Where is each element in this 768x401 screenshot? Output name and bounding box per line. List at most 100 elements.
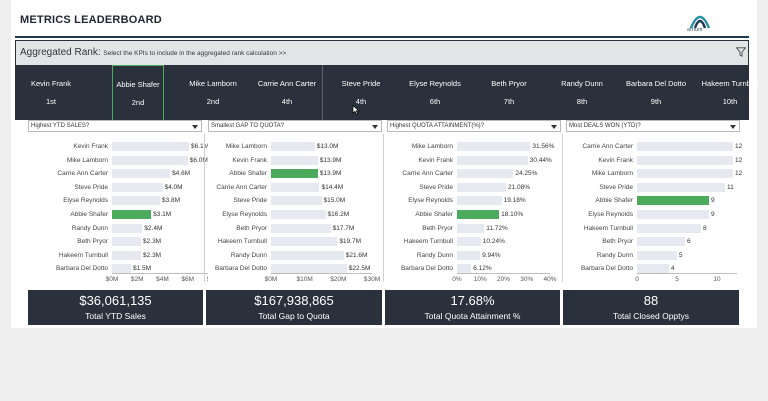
- bar-data-label: $2.3M: [143, 251, 162, 259]
- bar-data-label: 21.08%: [508, 183, 531, 191]
- rank-divider: [322, 65, 323, 121]
- bar[interactable]: [112, 264, 131, 274]
- bar-data-label: 9.94%: [482, 251, 501, 259]
- bar[interactable]: [637, 210, 709, 219]
- bar[interactable]: [271, 223, 331, 233]
- bar[interactable]: [112, 169, 171, 179]
- bar[interactable]: [637, 250, 677, 260]
- rank-item[interactable]: Carrie Ann Carter 4th: [253, 65, 321, 121]
- kpi-label: Total Closed Opptys: [612, 311, 690, 321]
- bar[interactable]: [112, 210, 152, 219]
- bar[interactable]: [637, 237, 685, 247]
- bar[interactable]: [271, 169, 318, 179]
- bar[interactable]: [271, 210, 326, 219]
- bar-category-label: Beth Pryor: [236, 224, 267, 232]
- bar[interactable]: [637, 264, 669, 274]
- bar[interactable]: [457, 182, 506, 192]
- aggregated-rank-title: Aggregated Rank: Select the KPIs to incl…: [20, 47, 286, 58]
- bar[interactable]: [112, 196, 160, 206]
- kpi-total-card: $36,061,135 Total YTD Sales: [28, 290, 203, 325]
- bar[interactable]: [457, 169, 514, 179]
- bar[interactable]: [637, 196, 709, 206]
- bar[interactable]: [637, 223, 701, 233]
- bar-data-label: 6.12%: [473, 265, 492, 273]
- x-axis: [637, 273, 737, 274]
- bar-data-label: $4.6M: [172, 170, 191, 178]
- dropdown-value: Most DEALS WON (YTD)?: [569, 123, 641, 129]
- rank-item[interactable]: Hakeem Turnbull 10th: [696, 65, 764, 121]
- bar[interactable]: [271, 250, 344, 260]
- rank-position: 1st: [45, 97, 56, 106]
- bar[interactable]: [457, 196, 502, 206]
- bar-category-label: Elyse Reynolds: [63, 197, 108, 205]
- kpi-value: 17.68%: [450, 293, 495, 308]
- bar-data-label: 10.24%: [482, 238, 505, 246]
- bar[interactable]: [457, 264, 472, 274]
- bar-data-label: $22.5M: [348, 265, 371, 273]
- rank-item[interactable]: Kevin Frank 1st: [17, 65, 85, 121]
- bar[interactable]: [112, 142, 189, 151]
- kpi-selector-dropdown[interactable]: Highest YTD SALES?: [28, 120, 202, 132]
- x-tick-label: 30%: [520, 276, 534, 283]
- bar[interactable]: [271, 264, 347, 274]
- bar-category-label: Steve Pride: [599, 183, 633, 191]
- rank-item[interactable]: Abbie Shafer 2nd: [112, 65, 164, 121]
- bar-category-label: Carrie Ann Carter: [216, 183, 267, 191]
- bar[interactable]: [457, 237, 481, 247]
- bar[interactable]: [457, 210, 500, 219]
- rank-item[interactable]: Mike Lamborn 2nd: [179, 65, 247, 121]
- bar-data-label: 12: [735, 156, 743, 164]
- bar[interactable]: [271, 155, 318, 165]
- bar[interactable]: [112, 223, 143, 233]
- rank-name: Abbie Shafer: [116, 80, 160, 89]
- rank-item[interactable]: Steve Pride 4th: [327, 65, 395, 121]
- bar[interactable]: [271, 237, 338, 247]
- bar-category-label: Beth Pryor: [602, 238, 633, 246]
- bar[interactable]: [112, 182, 163, 192]
- bar[interactable]: [112, 237, 142, 247]
- bar-data-label: 9: [711, 197, 715, 205]
- bar[interactable]: [271, 196, 322, 206]
- bar-data-label: 9: [711, 211, 715, 218]
- kpi-selector-dropdown[interactable]: Highest QUOTA ATTAINMENT(%)?: [387, 120, 561, 132]
- bar[interactable]: [112, 250, 142, 260]
- bar[interactable]: [457, 155, 528, 165]
- rank-name: Steve Pride: [341, 79, 381, 88]
- bar-data-label: 12: [735, 143, 743, 150]
- bar-category-label: Steve Pride: [233, 197, 267, 205]
- rank-item[interactable]: Barbara Del Dotto 9th: [622, 65, 690, 121]
- kpi-selector-dropdown[interactable]: Most DEALS WON (YTD)?: [566, 120, 740, 132]
- bar-category-label: Randy Dunn: [230, 251, 267, 259]
- rank-name: Randy Dunn: [561, 79, 603, 88]
- bar-data-label: $13.9M: [319, 156, 342, 164]
- bar[interactable]: [637, 182, 725, 192]
- bar-category-label: Randy Dunn: [71, 224, 108, 232]
- bar[interactable]: [271, 182, 320, 192]
- filter-icon[interactable]: [736, 47, 746, 57]
- bar[interactable]: [637, 169, 733, 179]
- logo-text: atrium: [687, 27, 703, 33]
- rank-item[interactable]: Randy Dunn 8th: [548, 65, 616, 121]
- bar[interactable]: [637, 142, 733, 151]
- bar-category-label: Mike Lamborn: [591, 170, 633, 178]
- bar-category-label: Carrie Ann Carter: [57, 170, 108, 178]
- rank-name: Elyse Reynolds: [409, 79, 461, 88]
- rank-item[interactable]: Beth Pryor 7th: [475, 65, 543, 121]
- bar-data-label: 31.56%: [532, 143, 555, 150]
- rank-position: 9th: [650, 97, 662, 106]
- bar[interactable]: [457, 250, 481, 260]
- bar[interactable]: [457, 142, 531, 151]
- bar[interactable]: [637, 155, 733, 165]
- title-divider: [15, 36, 749, 38]
- rank-name: Kevin Frank: [30, 79, 72, 88]
- bar[interactable]: [112, 155, 188, 165]
- panel-divider: [383, 134, 384, 282]
- kpi-selector-dropdown[interactable]: Smallest GAP TO QUOTA?: [208, 120, 382, 132]
- x-axis: [112, 273, 213, 274]
- bar[interactable]: [457, 223, 485, 233]
- rank-item[interactable]: Elyse Reynolds 6th: [401, 65, 469, 121]
- bar[interactable]: [271, 142, 315, 151]
- rank-position: 7th: [503, 97, 515, 106]
- bar-category-label: Steve Pride: [419, 183, 453, 191]
- kpi-total-card: 88 Total Closed Opptys: [563, 290, 739, 325]
